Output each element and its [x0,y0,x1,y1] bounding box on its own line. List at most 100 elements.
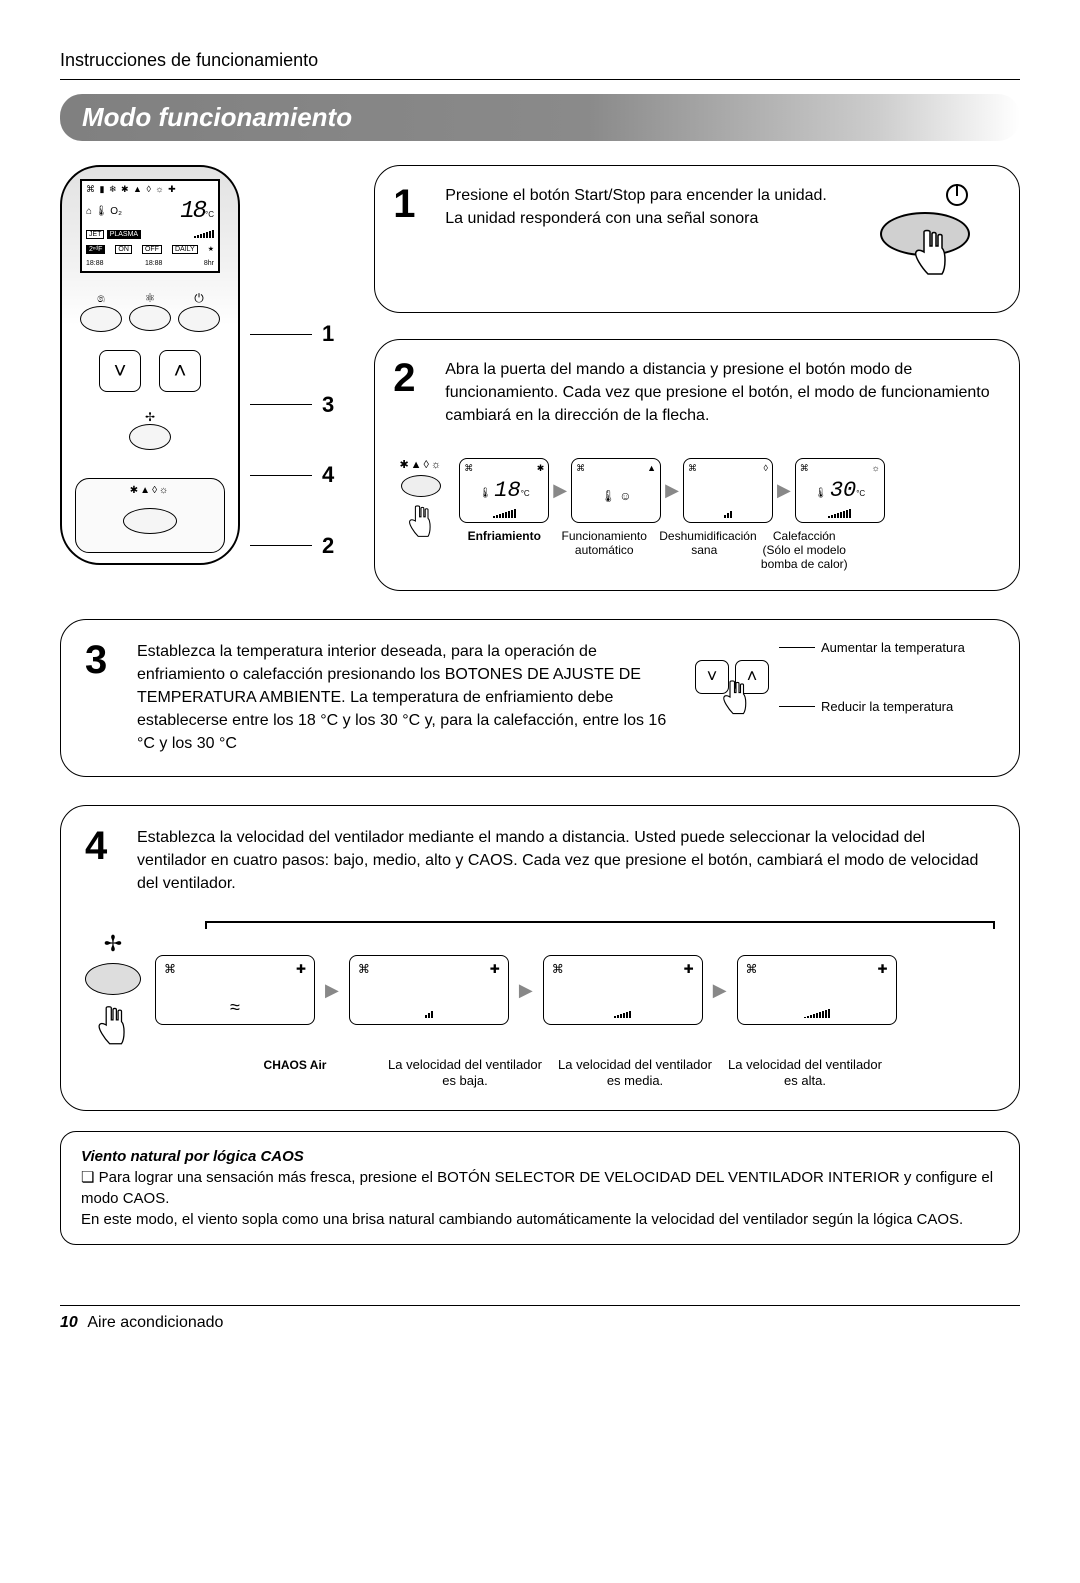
fan-label-high: La velocidad del ventilador es alta. [725,1057,885,1090]
mode-icon: ◊ [763,463,767,474]
mode-icon: ▲ [647,463,656,474]
remote-lcd: ⌘ ▮ ❄ ✱ ▲ ◊ ☼ ✚ ⌂ 🌡 O₂ 18°C JET PLASMA 2… [80,179,220,273]
plasma-icon: ⚛ [129,291,171,305]
remote-illustration: ⌘ ▮ ❄ ✱ ▲ ◊ ☼ ✚ ⌂ 🌡 O₂ 18°C JET PLASMA 2… [60,165,240,565]
mode-label-dehumid: Deshumidificación sana [659,529,749,572]
mode-unit: °C [856,489,865,498]
fan-speed-icon: ✢ [104,931,122,957]
step-3-box: 3 Establezca la temperatura interior des… [60,619,1020,777]
mode-card-dehumid: ⌘◊ [683,458,773,523]
temp-up-button: ˄ [159,350,201,392]
fan-icon: ✢ [129,410,171,424]
mode-card-auto: ⌘ ▲ 🌡 ☺ [571,458,661,523]
mode-unit: °C [521,489,530,498]
sig-icon: ⌘ [688,463,697,474]
remote-door: ✱▲◊☼ [75,478,225,553]
lcd-on: ON [115,245,132,254]
fan-card-low: ⌘✚ [349,955,509,1025]
step-1-illustration [857,184,997,294]
lcd-off: OFF [142,245,162,254]
sig-icon: ⌘ [576,463,585,474]
step-3-text: Establezca la temperatura interior desea… [137,640,679,756]
fan-press-illustration: ✢ [85,931,141,1049]
mode-press-illustration: ✱▲◊☼ [393,458,449,541]
fan-label-med: La velocidad del ventilador es media. [555,1057,715,1090]
mode-temp: 18 [494,478,520,503]
hand-icon [407,501,435,541]
mode-icon: ☼ [872,463,880,474]
dec-label: Reducir la temperatura [821,699,953,714]
step-2-box: 2 Abra la puerta del mando a distancia y… [374,339,1020,591]
inc-label: Aumentar la temperatura [821,640,965,655]
footer-label: Aire acondicionado [87,1314,223,1331]
remote-button-power [178,306,220,332]
mini-mode-icons: ✱▲◊☼ [399,458,443,471]
mini-mode-button [401,475,441,497]
mode-icon: ✱ [537,463,545,474]
chaos-body: ❏ Para lograr una sensación más fresca, … [81,1167,999,1230]
power-icon: ⏻ [178,291,220,306]
mode-band-icons: ✱▲◊☼ [130,485,170,496]
mode-card-cool: ⌘✱ 🌡 18°C [459,458,549,523]
lcd-daily: DAILY [172,245,198,254]
step-4-num: 4 [85,826,121,896]
lcd-time1: 18:88 [86,260,104,267]
callout-4: 4 [322,462,334,488]
step-1-num: 1 [393,184,429,294]
power-symbol-icon [946,184,968,206]
callout-1: 1 [322,321,334,347]
fan-card-med: ⌘✚ [543,955,703,1025]
arrow-icon: ▶ [777,480,791,501]
lcd-temp: 18 [180,198,205,225]
step-4-text: Establezca la velocidad del ventilador m… [137,826,995,896]
step-3-num: 3 [85,640,121,680]
hand-icon [721,674,751,720]
step-4-box: 4 Establezca la velocidad del ventilador… [60,805,1020,1111]
swirl-icon: ෧ [80,291,122,306]
remote-fan-button [129,424,171,450]
lcd-2f: 2ⁿᵈF [86,245,105,254]
page-number: 10 [60,1314,78,1331]
mode-card-heat: ⌘☼ 🌡 30°C [795,458,885,523]
arrow-icon: ▶ [325,980,339,1001]
page-footer: 10 Aire acondicionado [60,1305,1020,1332]
hand-icon [96,1001,130,1049]
arrow-icon: ▶ [665,480,679,501]
section-header: Instrucciones de funcionamiento [60,50,1020,71]
lcd-unit: °C [205,210,214,219]
lcd-plasma: PLASMA [107,230,141,239]
lcd-hrs: 8hr [204,260,214,267]
remote-button-left [80,306,122,332]
mode-button [123,508,177,534]
remote-button-mid [129,305,171,331]
chaos-note-box: Viento natural por lógica CAOS ❏ Para lo… [60,1131,1020,1245]
sig-icon: ⌘ [464,463,473,474]
lcd-icons: ⌘ ▮ ❄ ✱ ▲ ◊ ☼ ✚ [86,185,214,194]
step-2-text: Abra la puerta del mando a distancia y p… [445,358,997,428]
lcd-o2: O₂ [110,206,122,217]
mode-extra: 🌡 ☺ [601,489,632,503]
fan-card-chaos: ⌘✚ ≈ [155,955,315,1025]
arrow-icon: ▶ [553,480,567,501]
fan-card-high: ⌘✚ [737,955,897,1025]
temp-down-button: ˅ [99,350,141,392]
step-1-box: 1 Presione el botón Start/Stop para ence… [374,165,1020,313]
mode-label-auto: Funcionamiento automático [559,529,649,572]
remote-column: ⌘ ▮ ❄ ✱ ▲ ◊ ☼ ✚ ⌂ 🌡 O₂ 18°C JET PLASMA 2… [60,165,334,565]
step-1-text: Presione el botón Start/Stop para encend… [445,184,841,294]
arrow-icon: ▶ [713,980,727,1001]
lcd-jet: JET [86,230,104,239]
sig-icon: ⌘ [800,463,809,474]
fan-label-chaos: CHAOS Air [264,1058,327,1072]
chaos-symbol: ≈ [164,1000,306,1018]
callout-3: 3 [322,392,334,418]
mode-label-heat: Calefacción (Sólo el modelo bomba de cal… [759,529,849,572]
arrow-icon: ▶ [519,980,533,1001]
flow-bracket [205,921,995,929]
page-title: Modo funcionamiento [60,94,1020,141]
lcd-time2: 18:88 [145,260,163,267]
divider [60,79,1020,80]
mode-label-cool: Enfriamiento [468,529,541,543]
chaos-title: Viento natural por lógica CAOS [81,1146,999,1167]
fan-label-low: La velocidad del ventilador es baja. [385,1057,545,1090]
